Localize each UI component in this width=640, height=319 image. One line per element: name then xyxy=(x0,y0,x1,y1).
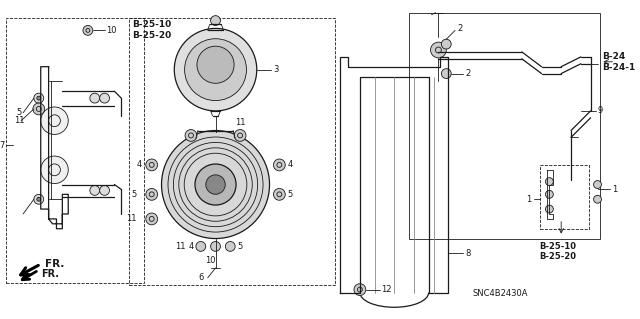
Text: B-25-10: B-25-10 xyxy=(540,242,577,251)
Text: 5: 5 xyxy=(287,190,292,199)
Text: 5: 5 xyxy=(16,108,22,117)
Text: 2: 2 xyxy=(457,24,462,33)
Text: 11: 11 xyxy=(175,242,186,251)
Text: FR.: FR. xyxy=(45,259,64,269)
Text: 11: 11 xyxy=(235,118,246,127)
Circle shape xyxy=(184,39,246,100)
Circle shape xyxy=(195,164,236,205)
Text: B-25-10: B-25-10 xyxy=(132,20,172,29)
Text: 3: 3 xyxy=(273,65,279,74)
Circle shape xyxy=(593,181,602,189)
Text: 5: 5 xyxy=(132,190,137,199)
Bar xyxy=(6,18,144,283)
Text: 10: 10 xyxy=(205,256,216,265)
Circle shape xyxy=(442,39,451,49)
Circle shape xyxy=(197,46,234,83)
Circle shape xyxy=(273,189,285,200)
Circle shape xyxy=(33,103,45,115)
Circle shape xyxy=(211,241,220,251)
Text: 12: 12 xyxy=(381,285,392,294)
Circle shape xyxy=(146,213,157,225)
Circle shape xyxy=(41,107,68,135)
Circle shape xyxy=(196,241,205,251)
Circle shape xyxy=(225,241,235,251)
Text: 5: 5 xyxy=(237,242,243,251)
Text: B-24-1: B-24-1 xyxy=(602,63,636,72)
Text: 9: 9 xyxy=(598,107,603,115)
Circle shape xyxy=(37,96,41,100)
Circle shape xyxy=(545,190,554,198)
Circle shape xyxy=(431,42,446,58)
Circle shape xyxy=(90,93,100,103)
Circle shape xyxy=(273,159,285,171)
Circle shape xyxy=(161,130,269,239)
Circle shape xyxy=(41,156,68,183)
Circle shape xyxy=(146,159,157,171)
Circle shape xyxy=(90,186,100,195)
Text: B-25-20: B-25-20 xyxy=(540,252,577,261)
Text: 4: 4 xyxy=(136,160,142,169)
Text: 11: 11 xyxy=(127,214,137,223)
Circle shape xyxy=(100,93,109,103)
Circle shape xyxy=(100,186,109,195)
Circle shape xyxy=(211,16,220,26)
Circle shape xyxy=(37,197,41,201)
Text: 2: 2 xyxy=(465,69,470,78)
Text: 4: 4 xyxy=(189,242,194,251)
Circle shape xyxy=(185,130,197,141)
Text: B-25-20: B-25-20 xyxy=(132,31,172,40)
Circle shape xyxy=(174,28,257,111)
Text: 1: 1 xyxy=(527,195,532,204)
Text: 10: 10 xyxy=(106,26,117,35)
Circle shape xyxy=(34,194,44,204)
Circle shape xyxy=(593,195,602,203)
Text: 6: 6 xyxy=(198,273,204,282)
Circle shape xyxy=(206,175,225,194)
Circle shape xyxy=(442,69,451,78)
Text: FR.: FR. xyxy=(41,269,59,279)
Text: 4: 4 xyxy=(287,160,292,169)
Text: 7: 7 xyxy=(0,141,4,150)
Bar xyxy=(409,13,600,239)
Circle shape xyxy=(545,205,554,213)
Bar xyxy=(129,18,335,285)
Circle shape xyxy=(34,93,44,103)
Text: B-24: B-24 xyxy=(602,52,626,61)
Circle shape xyxy=(234,130,246,141)
Circle shape xyxy=(83,26,93,35)
Text: 11: 11 xyxy=(14,116,25,125)
Circle shape xyxy=(545,178,554,186)
Text: 8: 8 xyxy=(465,249,470,258)
Text: SNC4B2430A: SNC4B2430A xyxy=(473,289,528,298)
Circle shape xyxy=(146,189,157,200)
Text: 1: 1 xyxy=(612,185,618,194)
Bar xyxy=(540,165,589,229)
Circle shape xyxy=(354,284,366,295)
